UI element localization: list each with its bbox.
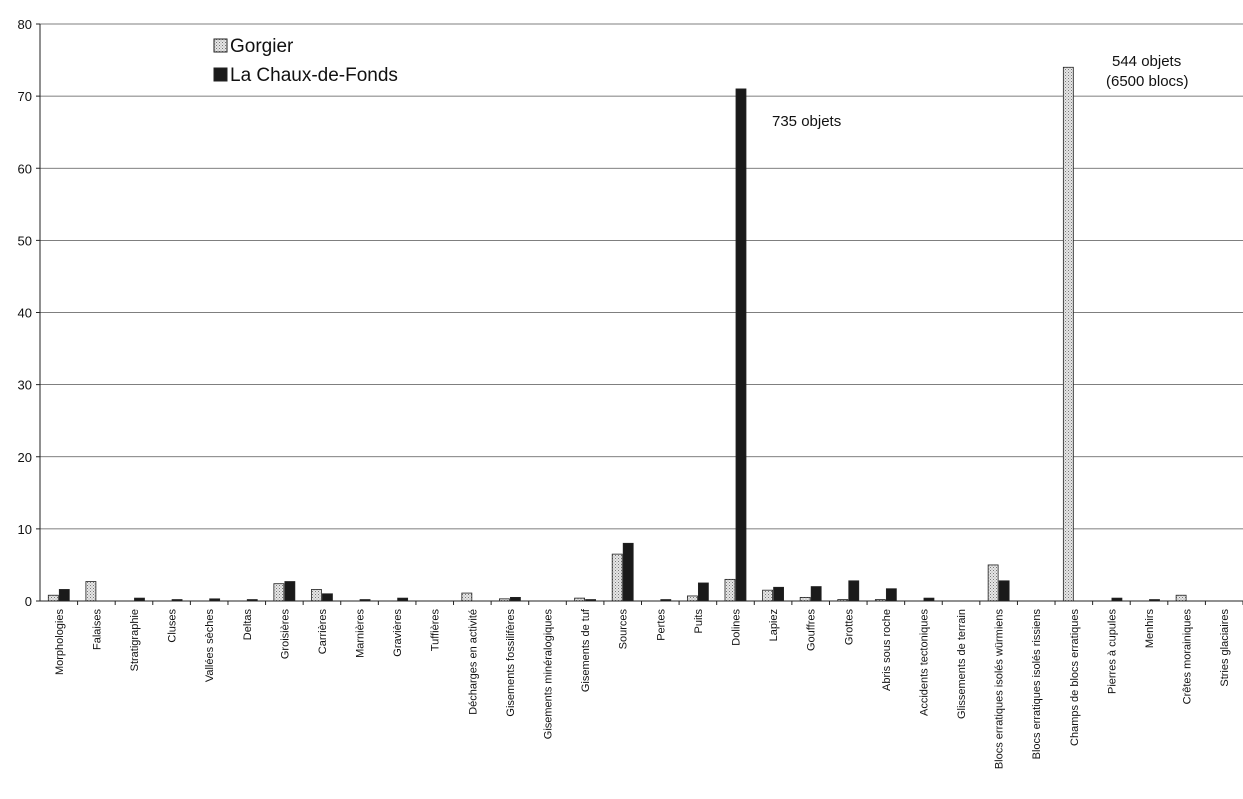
legend-swatch-gorgier xyxy=(213,38,228,53)
bar-gorgier xyxy=(1175,594,1187,602)
bar-gorgier xyxy=(311,589,322,602)
y-tick-label: 70 xyxy=(18,89,32,104)
x-tick-label: Gisements minéralogiques xyxy=(543,609,555,740)
bar-gorgier xyxy=(686,595,698,602)
x-tick-label: Tuffières xyxy=(430,609,442,652)
annotations: 735 objets 544 objets (6500 blocs) xyxy=(772,53,1189,130)
bar-gorgier xyxy=(47,594,59,602)
x-tick-label: Gouffres xyxy=(806,609,818,651)
y-tick-label: 40 xyxy=(18,306,32,321)
legend: Gorgier La Chaux-de-Fonds xyxy=(213,36,398,86)
x-tick-label: Lapiez xyxy=(768,609,780,641)
bar-gorgier xyxy=(724,578,736,602)
x-tick-label: Morphologies xyxy=(54,609,66,676)
x-tick-label: Puits xyxy=(693,609,705,634)
bar-la-chaux-de-fonds xyxy=(697,582,709,602)
x-tick-label: Sources xyxy=(618,609,630,650)
x-tick-label: Gisements fossilifères xyxy=(505,609,517,717)
x-tick-label: Décharges en activité xyxy=(467,609,479,715)
x-tick-label: Pertes xyxy=(655,609,667,641)
y-tick-label: 60 xyxy=(18,161,32,176)
bar-la-chaux-de-fonds xyxy=(510,596,521,602)
x-tick-label: Crêtes morainiques xyxy=(1182,609,1194,705)
y-tick-label: 30 xyxy=(18,378,32,393)
bar-la-chaux-de-fonds xyxy=(322,593,333,602)
legend-label-gorgier: Gorgier xyxy=(230,36,294,57)
bar-la-chaux-de-fonds xyxy=(998,580,1010,602)
y-tick-label: 50 xyxy=(18,233,32,248)
legend-label-la-chaux-de-fonds: La Chaux-de-Fonds xyxy=(230,65,398,86)
bar-gorgier xyxy=(762,589,773,602)
bar-la-chaux-de-fonds xyxy=(284,581,296,602)
annotation-dolines: 735 objets xyxy=(772,113,841,130)
y-axis-ticks: 0 10 20 30 40 50 60 70 80 xyxy=(18,17,40,609)
x-tick-label: Stratigraphie xyxy=(129,609,141,671)
bar-gorgier xyxy=(85,581,97,602)
y-tick-label: 10 xyxy=(18,522,32,537)
x-tick-label: Blocs erratiques isolés würmiens xyxy=(994,609,1006,770)
bar-gorgier xyxy=(987,564,999,602)
x-tick-label: Stries glaciaires xyxy=(1219,609,1231,687)
x-tick-label: Champs de blocs erratiques xyxy=(1069,609,1081,746)
x-tick-label: Glissements de terrain xyxy=(956,609,968,719)
x-tick-label: Cluses xyxy=(167,609,179,643)
bar-la-chaux-de-fonds xyxy=(58,589,70,602)
legend-swatch-la-chaux-de-fonds xyxy=(213,67,228,82)
x-tick-label: Dolines xyxy=(730,609,742,646)
bar-la-chaux-de-fonds xyxy=(773,586,784,602)
x-tick-label: Menhirs xyxy=(1144,609,1156,649)
x-tick-label: Gisements de tuf xyxy=(580,608,592,692)
bar-la-chaux-de-fonds xyxy=(810,586,822,602)
annotation-champs-blocs: (6500 blocs) xyxy=(1106,73,1189,90)
bar-la-chaux-de-fonds xyxy=(622,542,634,602)
bar-la-chaux-de-fonds xyxy=(848,580,860,602)
x-tick-label: Vallées sèches xyxy=(204,609,216,683)
bar-la-chaux-de-fonds xyxy=(885,588,897,602)
bar-gorgier xyxy=(799,596,811,602)
x-tick-label: Marnières xyxy=(355,609,367,658)
x-tick-label: Carrières xyxy=(317,609,329,655)
y-tick-label: 0 xyxy=(25,594,32,609)
y-tick-label: 20 xyxy=(18,450,32,465)
x-tick-label: Groisières xyxy=(279,609,291,660)
x-tick-label: Blocs erratiques isolés rissiens xyxy=(1031,609,1043,760)
bar-gorgier xyxy=(273,583,285,602)
annotation-champs-objets: 544 objets xyxy=(1112,53,1181,70)
bar-gorgier xyxy=(461,592,473,602)
x-tick-label: Deltas xyxy=(242,609,254,641)
bars xyxy=(47,66,1187,602)
x-tick-label: Gravières xyxy=(392,609,404,657)
x-tick-label: Accidents tectoniques xyxy=(918,609,930,717)
y-tick-label: 80 xyxy=(18,17,32,32)
x-tick-label: Abris sous roche xyxy=(881,609,893,691)
x-axis-labels: Morphologies Falaises Stratigraphie Cluses V… xyxy=(54,601,1243,769)
bar-la-chaux-de-fonds xyxy=(735,88,747,602)
grid-lines xyxy=(40,23,1243,530)
bar-gorgier xyxy=(611,553,623,602)
x-tick-label: Pierres à cupules xyxy=(1106,609,1118,694)
bar-gorgier xyxy=(1062,66,1074,602)
x-tick-label: Falaises xyxy=(91,609,103,650)
x-tick-label: Grottes xyxy=(843,609,855,646)
